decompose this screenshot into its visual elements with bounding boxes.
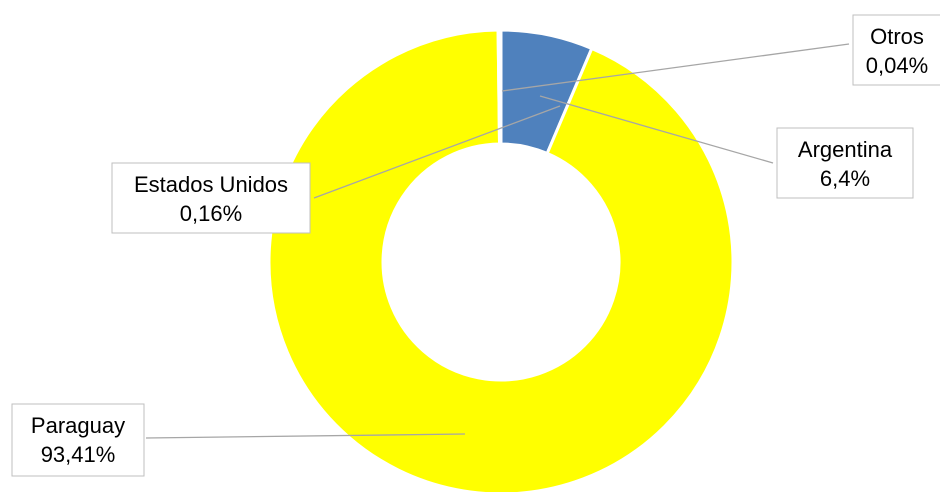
value-label-estados-unidos: 0,16%: [180, 201, 242, 226]
data-label-estados-unidos: Estados Unidos 0,16%: [111, 162, 311, 234]
data-labels: Argentina 6,4% Paraguay 93,41% Estados Unido…: [11, 14, 940, 477]
slice-otros: [498, 28, 503, 146]
category-label-argentina: Argentina: [798, 137, 893, 162]
leader-line-otros: [501, 43, 850, 92]
leader-line-estados-unidos: [313, 105, 561, 199]
value-label-argentina: 6,4%: [820, 166, 870, 191]
data-label-paraguay: Paraguay 93,41%: [11, 403, 145, 477]
data-label-box-estados-unidos: [111, 162, 311, 234]
category-label-otros: Otros: [870, 24, 924, 49]
category-label-estados-unidos: Estados Unidos: [134, 172, 288, 197]
category-label-paraguay: Paraguay: [31, 413, 125, 438]
data-label-argentina: Argentina 6,4%: [776, 127, 914, 199]
data-label-otros: Otros 0,04%: [852, 14, 940, 86]
data-label-box-otros: [852, 14, 940, 86]
value-label-otros: 0,04%: [866, 53, 928, 78]
data-label-box-paraguay: [11, 403, 145, 477]
leader-lines: [145, 43, 850, 439]
doughnut-slices: [267, 28, 735, 492]
slice-paraguay: [267, 28, 735, 492]
data-label-box-argentina: [776, 127, 914, 199]
leader-line-argentina: [539, 95, 774, 164]
leader-line-paraguay: [145, 433, 466, 439]
value-label-paraguay: 93,41%: [41, 442, 116, 467]
